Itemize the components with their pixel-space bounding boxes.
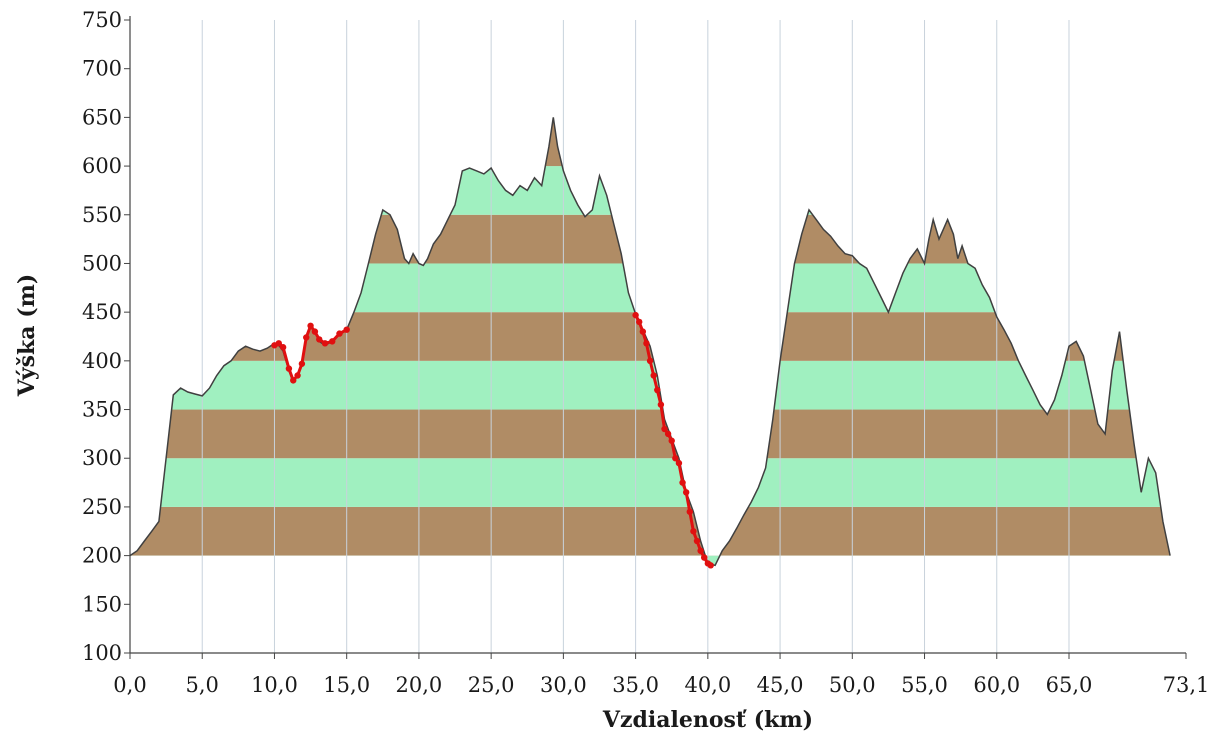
y-tick-labels: 100 150 200 250 300 350 400 450 500 550 600 650 700 7… [82, 8, 122, 665]
y-tick-label: 400 [82, 349, 122, 373]
highlight-point [321, 340, 329, 347]
elevation-band [130, 166, 1171, 215]
highlight-point [329, 338, 336, 345]
x-tick-labels: 0,0 5,0 10,0 15,0 20,0 25,0 30,0 35,0 40,0 45,0 50… [113, 673, 1209, 697]
highlight-point [686, 508, 693, 515]
elevation-band [130, 117, 1171, 167]
y-tick-label: 200 [82, 544, 122, 568]
y-tick-label: 650 [82, 105, 122, 129]
y-tick-label: 350 [82, 398, 122, 422]
y-tick-label: 450 [82, 300, 122, 324]
elevation-band [130, 312, 1171, 361]
x-tick-label: 20,0 [396, 673, 443, 697]
highlight-point [639, 328, 647, 335]
vertical-gridlines [201, 20, 1070, 653]
highlight-point [303, 334, 310, 341]
y-tick-label: 500 [82, 251, 122, 275]
elevation-band [130, 69, 1186, 118]
highlight-point [279, 344, 287, 351]
highlight-point [650, 372, 657, 379]
x-tick-label: 15,0 [323, 673, 370, 697]
highlight-point [311, 328, 319, 335]
highlight-point [290, 377, 297, 384]
y-tick-label: 700 [82, 57, 122, 81]
highlight-point [672, 455, 679, 462]
y-tick-label: 250 [82, 495, 122, 519]
y-tick-label: 150 [82, 592, 122, 616]
elevation-band [130, 506, 1171, 556]
highlight-point [298, 360, 306, 367]
y-tick-label: 550 [82, 203, 122, 227]
elevation-band [130, 214, 1171, 264]
highlight-point [707, 562, 714, 569]
elevation-band [130, 555, 1171, 566]
highlight-point [294, 372, 301, 379]
highlight-point [636, 318, 643, 326]
y-tick-label: 750 [82, 8, 122, 32]
highlight-point [701, 554, 708, 561]
highlight-point [643, 340, 650, 347]
axes [124, 16, 1187, 659]
elevation-band [130, 604, 1186, 653]
x-tick-label: 25,0 [468, 673, 515, 697]
y-tick-label: 100 [82, 641, 122, 665]
x-axis-title: Vzdialenosť (km) [602, 707, 813, 733]
x-tick-label: 35,0 [612, 673, 659, 697]
x-tick-label: 5,0 [186, 673, 219, 697]
highlight-point [316, 336, 323, 343]
highlight-point [697, 547, 704, 554]
highlighted-route-segments [271, 311, 714, 569]
highlight-segment-line [634, 314, 712, 567]
y-tick-label: 600 [82, 154, 122, 178]
x-tick-label: 10,0 [251, 673, 298, 697]
x-tick-label: 60,0 [973, 673, 1020, 697]
highlight-point [657, 401, 665, 408]
x-tick-label: 30,0 [540, 673, 587, 697]
highlight-point [690, 528, 697, 535]
highlight-point [693, 537, 701, 545]
highlight-point [336, 330, 343, 337]
elevation-band [130, 409, 1171, 459]
elevation-band [130, 458, 1171, 507]
y-tick-label: 300 [82, 446, 122, 470]
highlight-point [343, 326, 350, 333]
elevation-bands [130, 20, 1186, 653]
x-tick-label: 50,0 [829, 673, 876, 697]
x-tick-label: 45,0 [757, 673, 804, 697]
x-tick-label: 73,1 [1163, 673, 1210, 697]
highlight-point [654, 386, 661, 394]
x-tick-label: 0,0 [113, 673, 146, 697]
highlight-point [632, 311, 639, 319]
elevation-band [130, 263, 1171, 313]
elevation-band [130, 20, 1186, 69]
highlight-point [275, 340, 282, 347]
highlight-point [285, 365, 293, 372]
highlight-point [679, 479, 686, 486]
highlight-point [668, 437, 675, 444]
highlight-point [661, 425, 668, 433]
x-tick-label: 55,0 [901, 673, 948, 697]
x-tick-label: 65,0 [1046, 673, 1093, 697]
y-axis-title: Výška (m) [14, 274, 40, 398]
highlight-point [307, 322, 314, 329]
highlight-point [664, 430, 672, 438]
highlight-point [646, 357, 654, 365]
highlight-point [675, 459, 683, 467]
x-tick-label: 40,0 [684, 673, 731, 697]
highlight-point [682, 489, 690, 496]
